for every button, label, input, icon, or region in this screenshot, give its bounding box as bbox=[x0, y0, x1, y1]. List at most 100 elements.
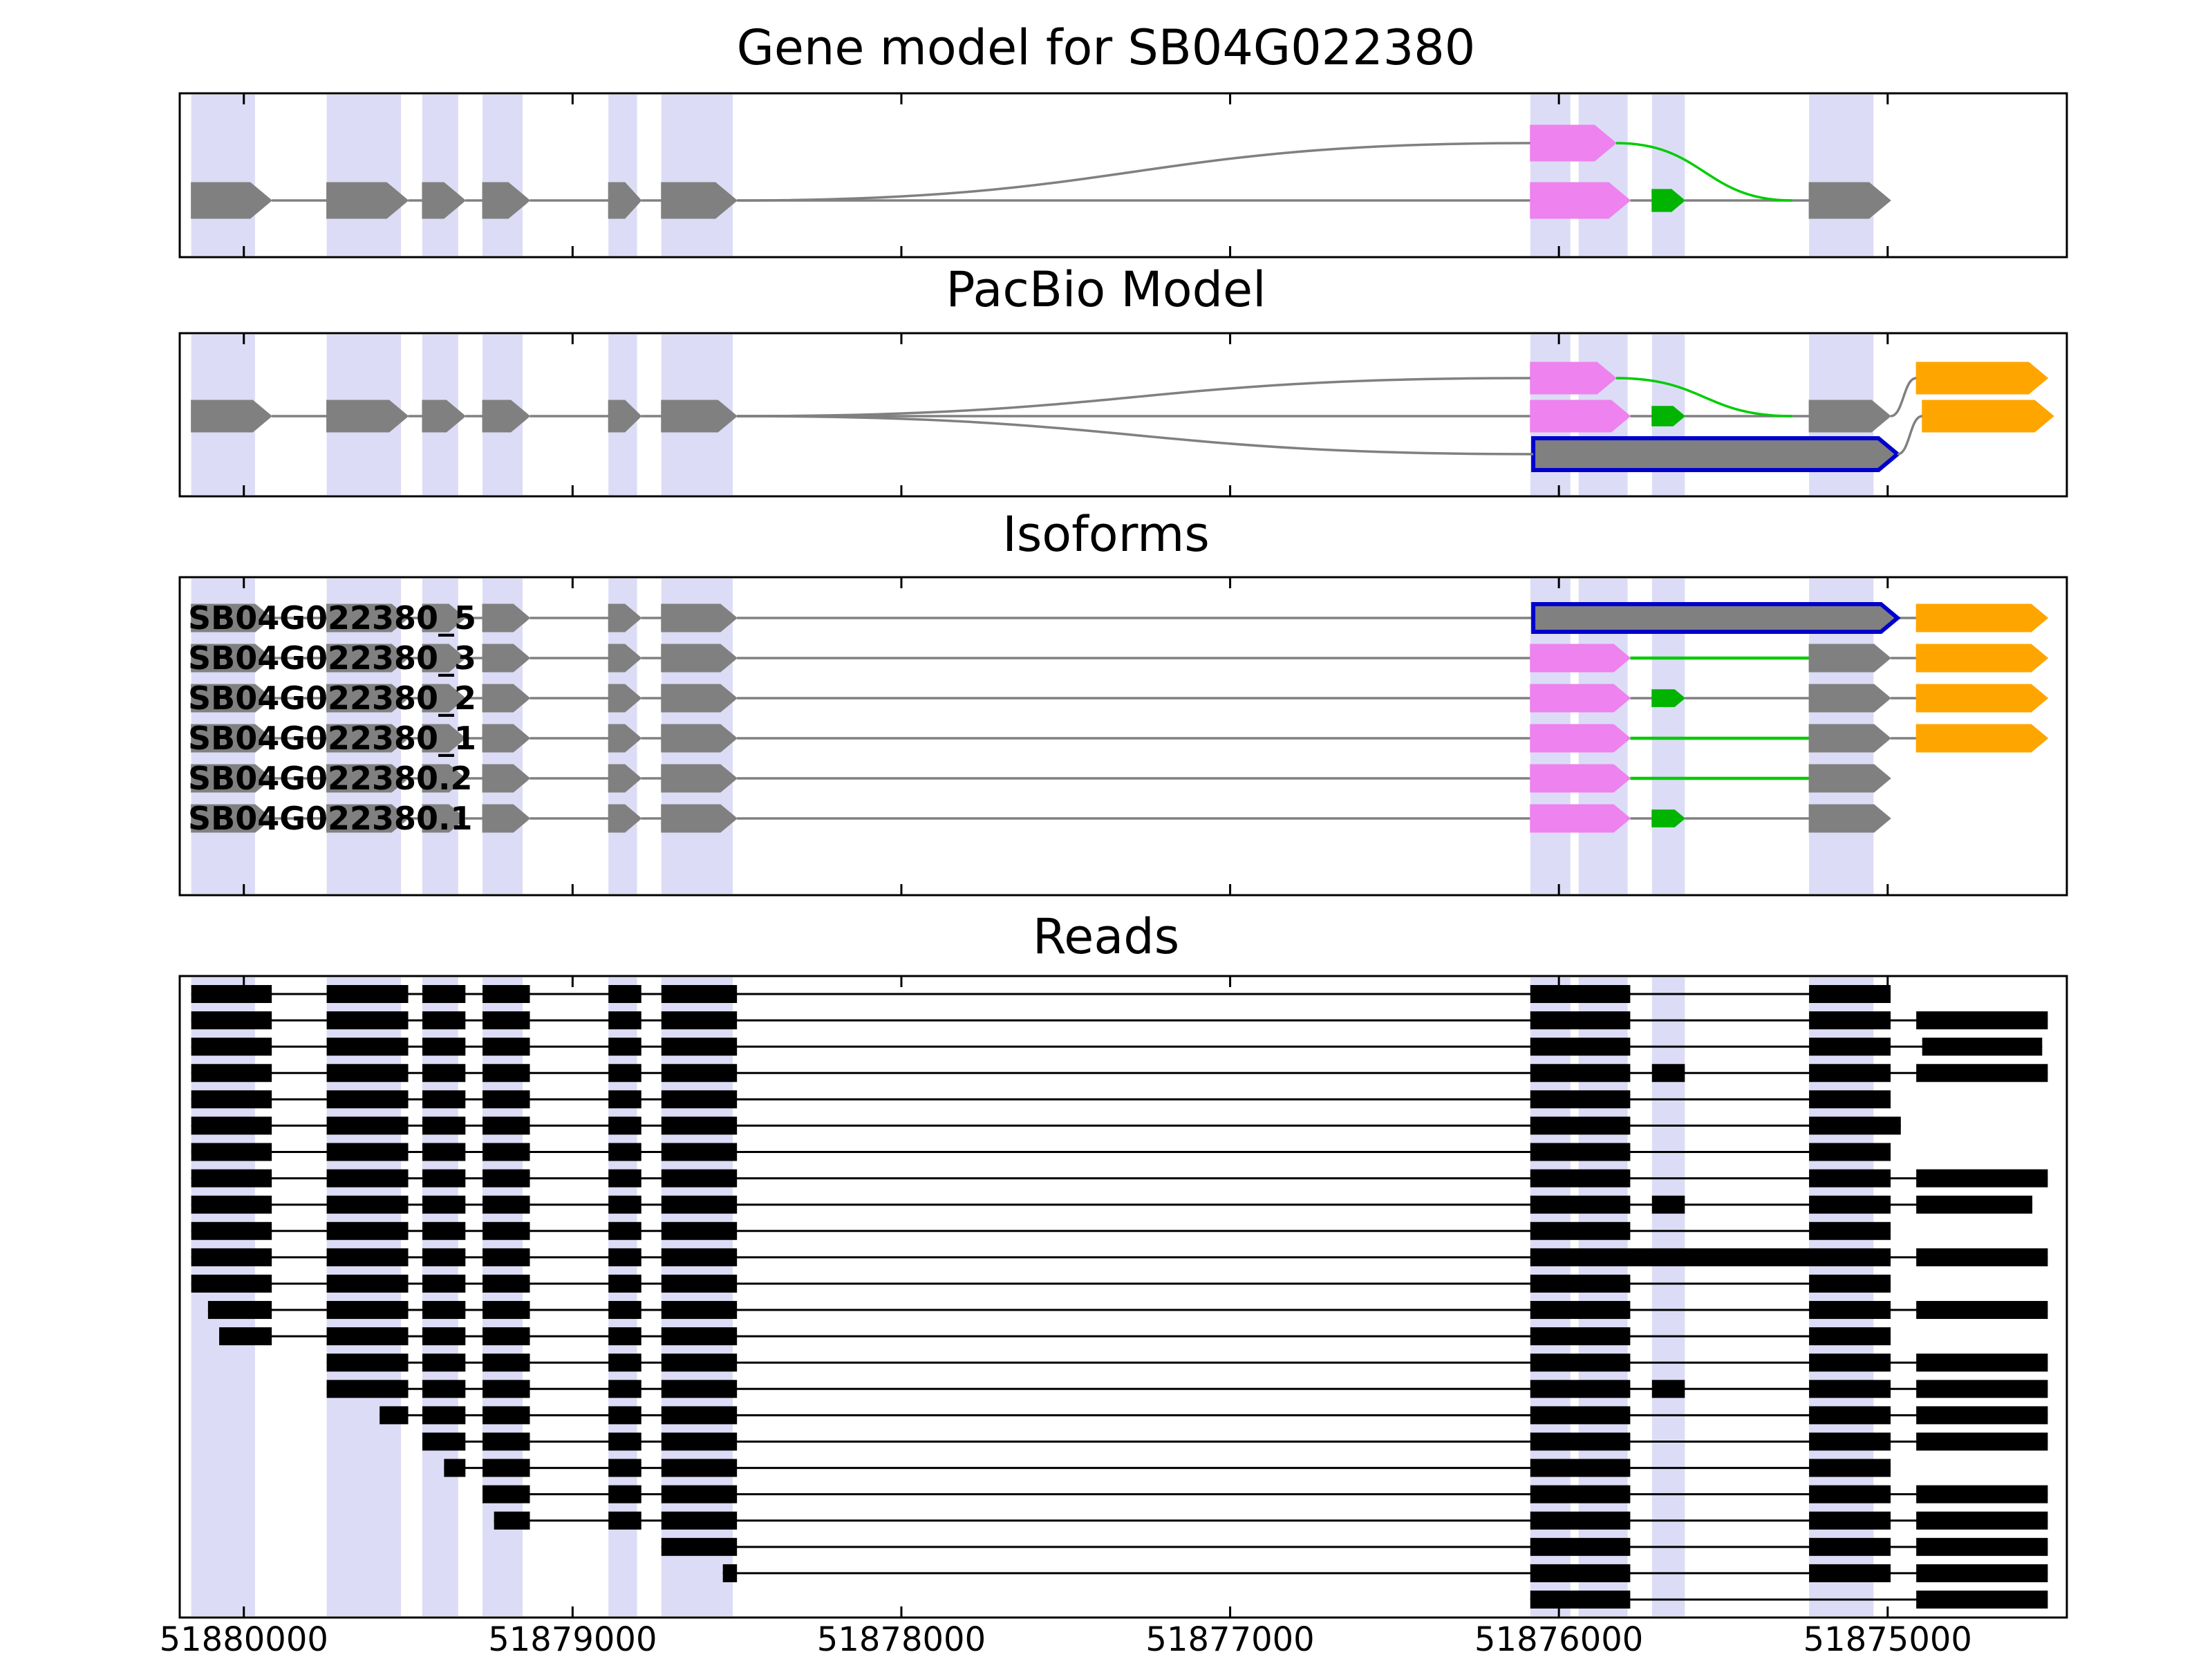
read-row bbox=[191, 1143, 1891, 1161]
exon-O bbox=[1915, 644, 2049, 673]
read-block bbox=[608, 1432, 641, 1451]
read-block bbox=[191, 1169, 272, 1188]
read-block bbox=[326, 1169, 409, 1188]
isoform-label: SB04G022380_5 bbox=[188, 599, 476, 637]
read-block bbox=[1916, 1511, 2048, 1530]
read-row bbox=[191, 1090, 1891, 1109]
read-block bbox=[1916, 1537, 2048, 1556]
read-block bbox=[1809, 985, 1891, 1003]
highlight-band bbox=[1530, 977, 1571, 1616]
read-block bbox=[1916, 1380, 2048, 1398]
read-row bbox=[219, 1327, 1891, 1346]
transcript-row: SB04G022380_3 bbox=[188, 639, 2049, 677]
exon-E5 bbox=[608, 764, 642, 793]
read-block bbox=[1530, 1116, 1631, 1135]
read-row bbox=[494, 1511, 2048, 1530]
reads-title: Reads bbox=[1032, 908, 1180, 965]
exon-E3 bbox=[422, 182, 467, 219]
read-block bbox=[326, 1143, 409, 1161]
exon-F bbox=[1808, 644, 1891, 673]
highlight-band bbox=[191, 977, 255, 1616]
read-block bbox=[1809, 1485, 1891, 1503]
read-block bbox=[326, 1248, 409, 1266]
read-block bbox=[482, 1038, 530, 1056]
read-block bbox=[1916, 1353, 2048, 1372]
isoform-label: SB04G022380_3 bbox=[188, 639, 476, 677]
transcript-row: SB04G022380_5 bbox=[188, 599, 2049, 637]
read-block bbox=[1530, 1537, 1631, 1556]
read-block bbox=[326, 1038, 409, 1056]
exon-E2 bbox=[326, 804, 409, 833]
read-block bbox=[422, 1116, 466, 1135]
exon-E5 bbox=[608, 804, 642, 833]
read-block bbox=[1916, 1169, 2048, 1188]
panel-border bbox=[178, 576, 2068, 897]
highlight-band bbox=[1809, 95, 1874, 256]
read-block bbox=[661, 1327, 738, 1346]
read-block bbox=[722, 1564, 738, 1582]
read-row bbox=[1530, 1591, 2048, 1609]
x-tick-label: 51879000 bbox=[488, 1620, 657, 1659]
exon-LB bbox=[1531, 602, 1901, 634]
read-block bbox=[379, 1406, 409, 1425]
exon-E4 bbox=[482, 603, 531, 632]
read-block bbox=[608, 1143, 641, 1161]
transcript-row: SB04G022380_1 bbox=[188, 720, 2049, 757]
read-block bbox=[482, 1011, 530, 1030]
read-block bbox=[422, 1143, 466, 1161]
exon-E2 bbox=[326, 400, 409, 433]
transcript-row: SB04G022380.2 bbox=[188, 760, 1891, 797]
read-row bbox=[444, 1459, 1891, 1477]
panel-border bbox=[178, 92, 2068, 259]
read-block bbox=[1809, 1143, 1891, 1161]
transcript-row: SB04G022380.1 bbox=[188, 800, 1891, 837]
read-block bbox=[482, 1327, 530, 1346]
exon-E4 bbox=[482, 684, 531, 713]
read-row bbox=[661, 1537, 2048, 1556]
read-block bbox=[1530, 1406, 1631, 1425]
read-block bbox=[661, 1380, 738, 1398]
read-block bbox=[1530, 1169, 1631, 1188]
read-block bbox=[608, 1169, 641, 1188]
read-block bbox=[326, 1090, 409, 1109]
exon-E4 bbox=[482, 400, 531, 433]
read-block bbox=[1916, 1064, 2048, 1082]
splice-curve bbox=[1890, 377, 1917, 418]
exon-E6 bbox=[661, 603, 738, 632]
exon-F bbox=[1808, 400, 1891, 433]
read-block bbox=[608, 1064, 641, 1082]
read-block bbox=[661, 1537, 738, 1556]
exon-E6 bbox=[661, 644, 738, 673]
exon-E1 bbox=[191, 684, 272, 713]
read-block bbox=[482, 1274, 530, 1293]
highlight-band bbox=[326, 977, 402, 1616]
exon-M bbox=[1530, 400, 1631, 433]
exon-E5 bbox=[608, 182, 642, 219]
exon-E1 bbox=[191, 804, 272, 833]
read-block bbox=[482, 1380, 530, 1398]
read-block bbox=[1530, 1353, 1631, 1372]
x-tick-label: 51878000 bbox=[816, 1620, 986, 1659]
exon-M bbox=[1530, 182, 1631, 219]
read-block bbox=[1916, 1301, 2048, 1320]
read-block bbox=[608, 1327, 641, 1346]
x-tick-label: 51875000 bbox=[1803, 1620, 1972, 1659]
read-block bbox=[482, 1406, 530, 1425]
exon-E1 bbox=[191, 400, 272, 433]
read-block bbox=[422, 1221, 466, 1240]
exon-E4 bbox=[482, 804, 531, 833]
read-block bbox=[1809, 1459, 1891, 1477]
highlight-band bbox=[1809, 977, 1874, 1616]
read-block bbox=[326, 1380, 409, 1398]
exon-E1 bbox=[191, 724, 272, 753]
splice-curve bbox=[737, 415, 1534, 456]
read-block bbox=[422, 1064, 466, 1082]
x-tick-label: 51880000 bbox=[159, 1620, 328, 1659]
exon-E5 bbox=[608, 684, 642, 713]
read-row bbox=[326, 1380, 2048, 1398]
read-block bbox=[1651, 1064, 1685, 1082]
exon-E3 bbox=[422, 400, 467, 433]
read-block bbox=[1530, 1380, 1631, 1398]
read-row bbox=[191, 1064, 2048, 1082]
